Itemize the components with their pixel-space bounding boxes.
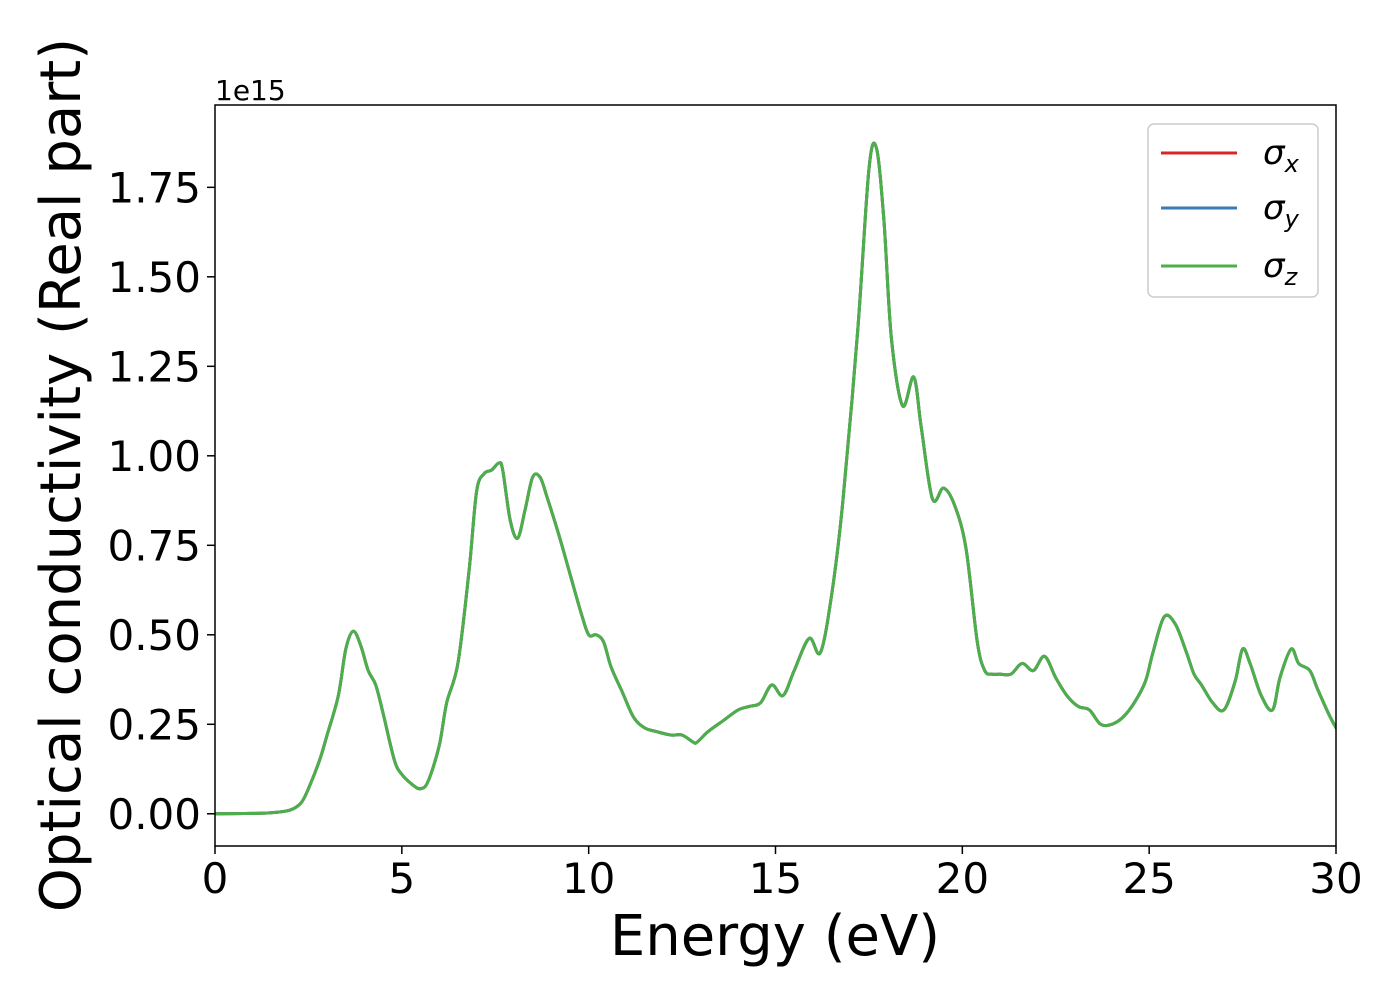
legend-label-x: σx (1263, 133, 1300, 178)
legend-symbol: σ (1263, 246, 1286, 286)
legend-box (1147, 123, 1319, 298)
y-axis-ticks: 0.00 0.25 0.50 0.75 1.00 1.25 1.50 1.75 (107, 163, 215, 839)
legend-subscript: y (1284, 205, 1300, 233)
y-tick-label: 0.00 (107, 790, 201, 839)
x-tick-label: 0 (202, 854, 229, 903)
y-tick-label: 1.25 (107, 342, 201, 391)
y-axis-title: Optical conductivity (Real part) (29, 38, 94, 912)
x-tick-label: 30 (1309, 854, 1362, 903)
series-layer (215, 141, 1336, 816)
legend-label-z: σz (1263, 246, 1299, 291)
legend-symbol: σ (1263, 188, 1286, 228)
y-tick-label: 0.75 (107, 521, 201, 570)
legend-subscript: x (1284, 150, 1300, 178)
y-tick-label: 1.00 (107, 432, 201, 481)
x-axis-title: Energy (eV) (610, 904, 940, 969)
y-offset-text: 1e15 (215, 74, 286, 107)
x-tick-label: 5 (388, 854, 415, 903)
x-tick-label: 10 (562, 854, 615, 903)
legend-label-y: σy (1263, 188, 1300, 233)
x-axis-ticks: 0 5 10 15 20 25 30 (202, 846, 1363, 903)
y-tick-label: 0.25 (107, 700, 201, 749)
y-tick-label: 1.75 (107, 163, 201, 212)
x-tick-label: 15 (749, 854, 802, 903)
legend-symbol: σ (1263, 133, 1286, 173)
series-line-z (215, 141, 1336, 816)
x-tick-label: 20 (936, 854, 989, 903)
x-tick-label: 25 (1122, 854, 1175, 903)
y-tick-label: 0.50 (107, 611, 201, 660)
y-tick-label: 1.50 (107, 253, 201, 302)
legend-subscript: z (1284, 263, 1299, 291)
